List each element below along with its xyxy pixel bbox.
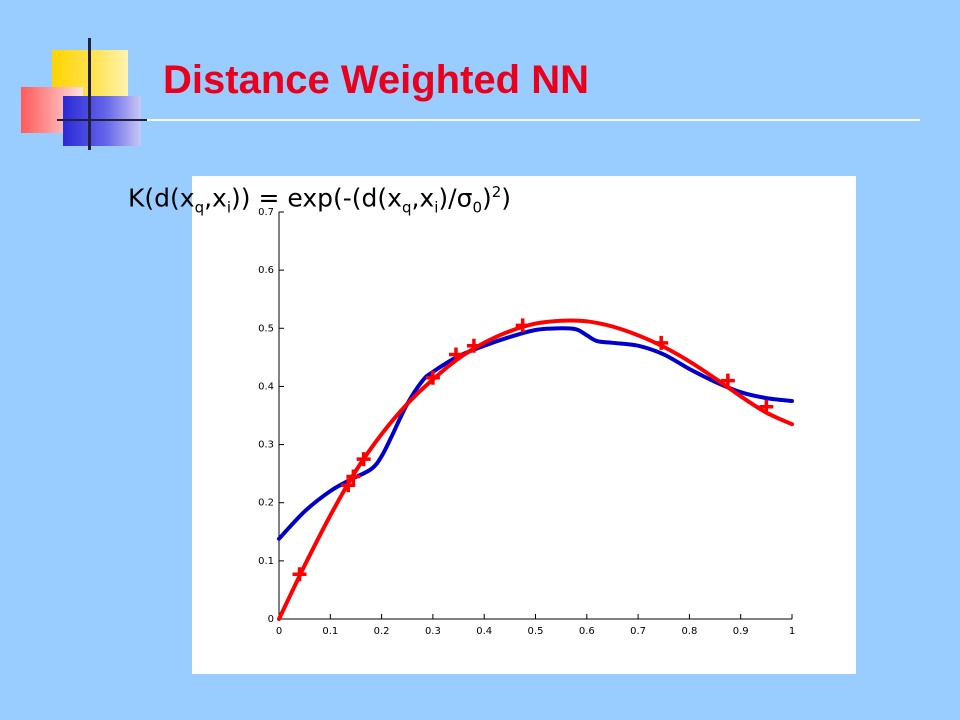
x-tick-label: 1 — [789, 626, 795, 637]
y-tick-label: 0.1 — [258, 556, 274, 567]
data-point-marker — [292, 567, 307, 582]
formula-part: ,x — [204, 183, 227, 213]
x-tick-label: 0.4 — [476, 626, 492, 637]
x-tick-label: 0.1 — [322, 626, 338, 637]
x-tick-label: 0.9 — [733, 626, 749, 637]
x-tick-label: 0.3 — [425, 626, 441, 637]
x-tick-label: 0.5 — [528, 626, 544, 637]
data-point-marker — [448, 347, 463, 362]
x-tick-label: 0.8 — [681, 626, 697, 637]
formula-part: ) — [481, 183, 492, 213]
data-point-marker — [466, 338, 481, 353]
x-tick-label: 0.7 — [630, 626, 646, 637]
y-tick-label: 0.6 — [258, 265, 274, 276]
chart-series — [277, 318, 794, 621]
title-underline — [147, 119, 920, 121]
blue-series-line — [277, 326, 794, 541]
y-tick-label: 0.2 — [258, 498, 274, 509]
plot-background — [192, 176, 856, 674]
formula-sub: 0 — [472, 198, 482, 217]
data-point-marker — [654, 335, 669, 350]
data-point-marker — [425, 370, 440, 385]
slide-title: Distance Weighted NN — [163, 58, 589, 102]
y-tick-label: 0.7 — [258, 207, 274, 218]
formula-part: K(d(x — [128, 183, 195, 213]
data-point-marker — [341, 478, 356, 493]
formula-part: )/ — [438, 183, 457, 213]
data-point-marker — [515, 318, 530, 333]
formula-sigma: σ — [456, 183, 473, 213]
kernel-formula: K(d(xq,xi)) = exp(-(d(xq,xi)/σ0)2) — [128, 174, 511, 225]
x-tick-label: 0 — [276, 626, 282, 637]
x-tick-label: 0.6 — [579, 626, 595, 637]
x-tick-label: 0.2 — [374, 626, 390, 637]
formula-sub: q — [194, 198, 205, 217]
decor-blue-square — [63, 96, 141, 146]
formula-part: ) — [501, 183, 512, 213]
formula-sub: i — [226, 198, 232, 217]
data-point-marker — [356, 452, 371, 467]
y-tick-label: 0.5 — [258, 323, 274, 334]
formula-part: )) = exp(-(d(x — [231, 183, 402, 213]
formula-sub: i — [434, 198, 439, 217]
decor-vertical-line — [88, 38, 91, 150]
data-point-marker — [759, 399, 774, 414]
data-point-marker — [720, 373, 735, 388]
formula-sup: 2 — [491, 183, 502, 201]
chart-axes: 0 0.1 0.2 0.3 0.4 0.5 0.6 0.7 0.8 0.9 1 0 0.1 0.2 0.3 0… — [258, 207, 795, 637]
formula-sub: q — [401, 198, 412, 217]
y-tick-label: 0.3 — [258, 440, 274, 451]
y-tick-label: 0 — [268, 614, 274, 625]
red-series-line — [277, 318, 794, 621]
y-tick-label: 0.4 — [258, 381, 274, 392]
decor-horizontal-line-dark — [57, 119, 147, 121]
data-point-marker — [346, 469, 361, 484]
formula-part: ,x — [411, 183, 435, 213]
